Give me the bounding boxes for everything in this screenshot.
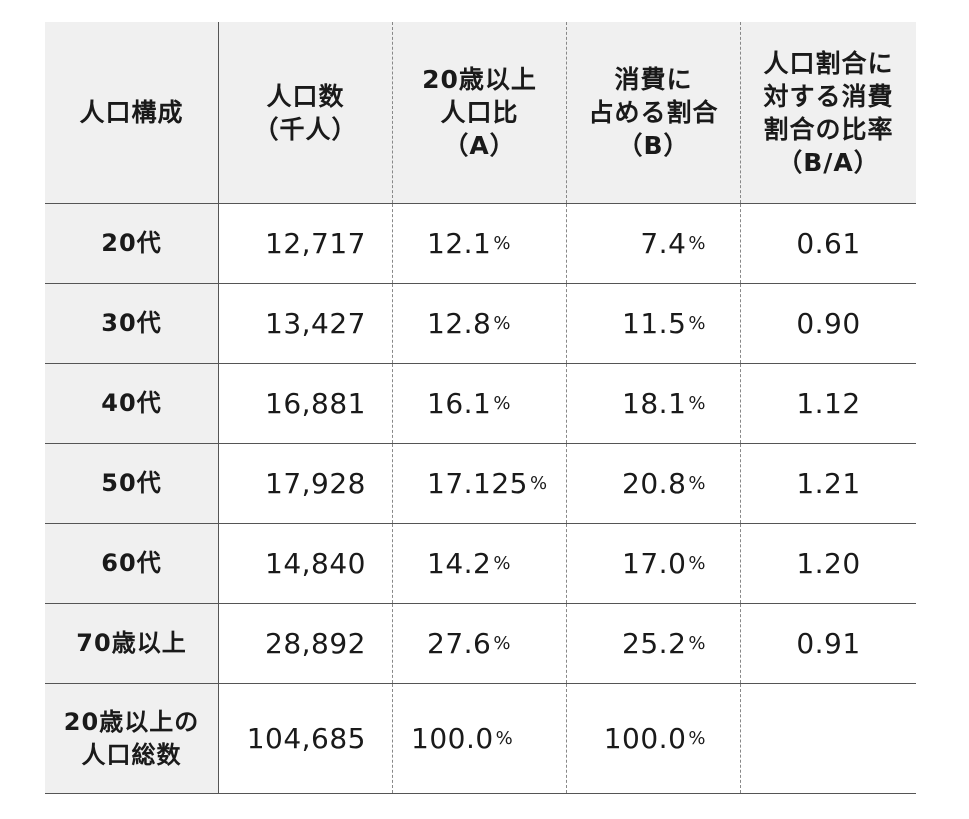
- percent-sign: %: [495, 728, 514, 749]
- row-label-cell: 40代: [45, 364, 219, 443]
- row-label: 30代: [101, 309, 162, 337]
- population-cell: 28,892: [219, 604, 393, 683]
- row-label-cell: 70歳以上: [45, 604, 219, 683]
- ba-ratio-value: 1.12: [796, 387, 861, 420]
- ratio-b-cell: 7.4%: [567, 204, 741, 283]
- ratio-a-cell: 12.1%: [393, 204, 567, 283]
- ratio-b-cell: 20.8%: [567, 444, 741, 523]
- percent-sign: %: [688, 473, 706, 494]
- population-cell: 14,840: [219, 524, 393, 603]
- population-cell: 16,881: [219, 364, 393, 443]
- row-label: 20代: [101, 229, 162, 257]
- table-row: 20代 12,717 12.1% 7.4% 0.61: [45, 204, 916, 284]
- ba-ratio-value: 1.20: [796, 547, 861, 580]
- ratio-a-cell: 17.125%: [393, 444, 567, 523]
- ratio-b-cell: 11.5%: [567, 284, 741, 363]
- percent-sign: %: [688, 233, 706, 254]
- row-label-cell: 30代: [45, 284, 219, 363]
- percent-sign: %: [529, 473, 548, 494]
- ratio-b-value: 25.2: [622, 627, 687, 660]
- ratio-a-cell: 16.1%: [393, 364, 567, 443]
- percent-sign: %: [688, 728, 706, 749]
- percent-sign: %: [493, 633, 511, 654]
- header-consumption-share: 消費に 占める割合 （B）: [567, 22, 741, 203]
- population-value: 13,427: [265, 307, 366, 340]
- total-population-cell: 104,685: [219, 684, 393, 793]
- population-value: 12,717: [265, 227, 366, 260]
- row-label-cell: 60代: [45, 524, 219, 603]
- table-row: 30代 13,427 12.8% 11.5% 0.90: [45, 284, 916, 364]
- table-header-row: 人口構成 人口数 （千人） 20歳以上 人口比 （A） 消費に 占める割合 （B…: [45, 22, 916, 204]
- ratio-a-value: 14.2: [427, 547, 492, 580]
- ratio-b-value: 18.1: [622, 387, 687, 420]
- header-adult-population-ratio: 20歳以上 人口比 （A）: [393, 22, 567, 203]
- ratio-a-value: 17.125: [427, 467, 528, 500]
- population-value: 17,928: [265, 467, 366, 500]
- ratio-b-value: 7.4: [640, 227, 687, 260]
- ratio-b-cell: 25.2%: [567, 604, 741, 683]
- ba-ratio-cell: 1.21: [741, 444, 916, 523]
- ratio-a-cell: 14.2%: [393, 524, 567, 603]
- ratio-b-value: 17.0: [622, 547, 687, 580]
- header-population-composition: 人口構成: [45, 22, 219, 203]
- row-label-cell: 50代: [45, 444, 219, 523]
- ba-ratio-value: 0.91: [796, 627, 861, 660]
- percent-sign: %: [493, 393, 511, 414]
- total-label-cell: 20歳以上の 人口総数: [45, 684, 219, 793]
- percent-sign: %: [688, 313, 706, 334]
- ratio-a-value: 12.1: [427, 227, 492, 260]
- total-ratio-b-cell: 100.0%: [567, 684, 741, 793]
- row-label: 40代: [101, 389, 162, 417]
- total-ratio-b-value: 100.0: [603, 722, 687, 755]
- ratio-a-value: 12.8: [427, 307, 492, 340]
- row-label: 70歳以上: [76, 629, 187, 657]
- percent-sign: %: [493, 233, 511, 254]
- row-label: 60代: [101, 549, 162, 577]
- table-total-row: 20歳以上の 人口総数 104,685 100.0% 100.0%: [45, 684, 916, 794]
- header-population-count: 人口数 （千人）: [219, 22, 393, 203]
- header-consumption-to-population-ratio: 人口割合に 対する消費 割合の比率 （B/A）: [741, 22, 916, 203]
- ba-ratio-value: 0.61: [796, 227, 861, 260]
- ratio-b-cell: 17.0%: [567, 524, 741, 603]
- ba-ratio-cell: 0.91: [741, 604, 916, 683]
- row-label: 50代: [101, 469, 162, 497]
- ba-ratio-cell: 1.20: [741, 524, 916, 603]
- ratio-b-cell: 18.1%: [567, 364, 741, 443]
- table-row: 60代 14,840 14.2% 17.0% 1.20: [45, 524, 916, 604]
- table-row: 70歳以上 28,892 27.6% 25.2% 0.91: [45, 604, 916, 684]
- population-cell: 12,717: [219, 204, 393, 283]
- population-value: 16,881: [265, 387, 366, 420]
- table-row: 40代 16,881 16.1% 18.1% 1.12: [45, 364, 916, 444]
- ratio-a-cell: 12.8%: [393, 284, 567, 363]
- population-consumption-table: 人口構成 人口数 （千人） 20歳以上 人口比 （A） 消費に 占める割合 （B…: [45, 22, 916, 794]
- ba-ratio-cell: 0.61: [741, 204, 916, 283]
- ratio-b-value: 11.5: [622, 307, 687, 340]
- ba-ratio-value: 1.21: [796, 467, 861, 500]
- ratio-a-cell: 27.6%: [393, 604, 567, 683]
- row-label-cell: 20代: [45, 204, 219, 283]
- ratio-b-value: 20.8: [622, 467, 687, 500]
- total-ratio-a-cell: 100.0%: [393, 684, 567, 793]
- population-cell: 13,427: [219, 284, 393, 363]
- ba-ratio-cell: 0.90: [741, 284, 916, 363]
- ba-ratio-value: 0.90: [796, 307, 861, 340]
- total-population-value: 104,685: [246, 722, 366, 755]
- population-cell: 17,928: [219, 444, 393, 523]
- ratio-a-value: 16.1: [427, 387, 492, 420]
- percent-sign: %: [688, 633, 706, 654]
- population-value: 28,892: [265, 627, 366, 660]
- population-value: 14,840: [265, 547, 366, 580]
- total-ratio-a-value: 100.0: [411, 722, 494, 755]
- percent-sign: %: [688, 553, 706, 574]
- ba-ratio-cell: 1.12: [741, 364, 916, 443]
- ratio-a-value: 27.6: [427, 627, 492, 660]
- total-label: 20歳以上の 人口総数: [63, 707, 200, 769]
- total-ba-ratio-cell: [741, 684, 916, 793]
- percent-sign: %: [493, 313, 511, 334]
- percent-sign: %: [493, 553, 511, 574]
- table-row: 50代 17,928 17.125% 20.8% 1.21: [45, 444, 916, 524]
- percent-sign: %: [688, 393, 706, 414]
